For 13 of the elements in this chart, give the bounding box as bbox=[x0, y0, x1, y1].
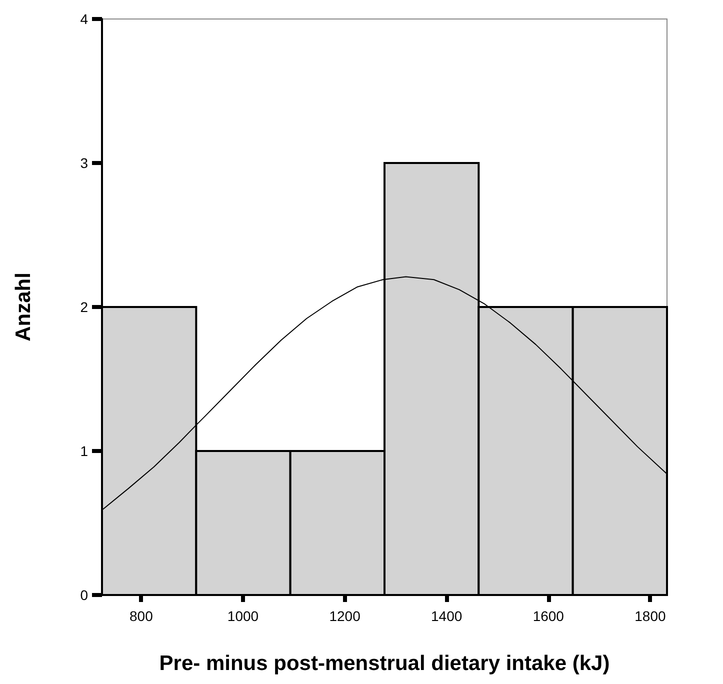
y-axis-title: Anzahl bbox=[12, 272, 35, 342]
y-tick-label: 2 bbox=[80, 299, 88, 315]
x-tick-label: 1000 bbox=[227, 608, 259, 624]
y-tick-label: 1 bbox=[80, 443, 88, 459]
x-tick-label: 1200 bbox=[329, 608, 361, 624]
y-tick-label: 3 bbox=[80, 155, 88, 171]
x-tick-label: 800 bbox=[130, 608, 154, 624]
y-tick-label: 4 bbox=[80, 11, 88, 27]
x-tick-label: 1600 bbox=[532, 608, 564, 624]
y-tick-label: 0 bbox=[80, 587, 88, 603]
x-axis-title: Pre- minus post-menstrual dietary intake (kJ) bbox=[159, 652, 610, 675]
x-tick-label: 1400 bbox=[431, 608, 462, 624]
x-tick-label: 1800 bbox=[634, 608, 666, 624]
